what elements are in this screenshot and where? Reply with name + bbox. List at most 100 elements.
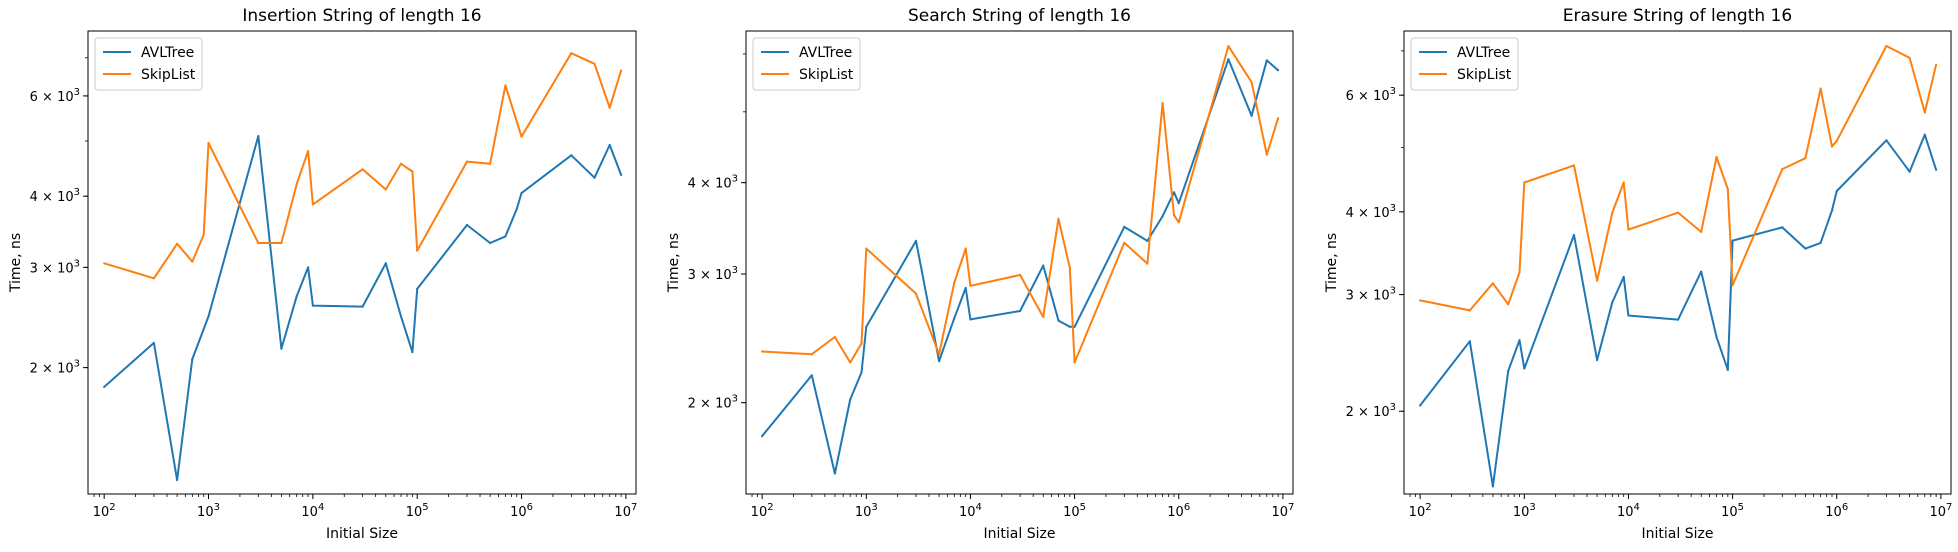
data-point-skiplist xyxy=(608,106,611,109)
data-point-avltree xyxy=(1781,226,1784,229)
data-point-avltree xyxy=(1073,325,1076,328)
data-point-avltree xyxy=(1172,191,1176,194)
data-point-skiplist xyxy=(1057,217,1060,220)
data-point-avltree xyxy=(311,304,314,307)
data-point-skiplist xyxy=(1627,228,1630,231)
data-point-avltree xyxy=(520,192,523,195)
legend-label-avltree: AVLTree xyxy=(141,45,194,61)
data-point-skiplist xyxy=(1731,284,1734,287)
chart-title: Insertion String of length 16 xyxy=(242,6,481,26)
data-point-avltree xyxy=(295,295,298,298)
data-point-avltree xyxy=(257,135,260,138)
x-tick-label: 104 xyxy=(301,502,324,520)
y-tick-label: 4 × 103 xyxy=(688,174,738,192)
data-point-avltree xyxy=(1835,189,1838,193)
data-point-skiplist xyxy=(1277,117,1280,120)
data-point-avltree xyxy=(1715,335,1718,338)
x-tick-label: 105 xyxy=(1063,502,1086,520)
data-point-avltree xyxy=(1507,369,1510,373)
data-point-avltree xyxy=(1804,247,1807,250)
data-point-skiplist xyxy=(1572,164,1576,167)
data-point-avltree xyxy=(1177,202,1180,205)
x-tick-label: 107 xyxy=(1929,502,1952,520)
data-point-skiplist xyxy=(207,141,210,145)
data-point-avltree xyxy=(207,315,210,318)
data-point-skiplist xyxy=(176,242,179,245)
data-point-skiplist xyxy=(465,160,469,163)
data-point-avltree xyxy=(1042,264,1045,267)
data-point-skiplist xyxy=(1507,303,1510,306)
data-point-skiplist xyxy=(1123,241,1126,244)
x-tick-label: 105 xyxy=(406,502,429,520)
x-tick-label: 103 xyxy=(197,502,220,520)
series-line-avltree xyxy=(103,135,623,481)
data-point-avltree xyxy=(1935,168,1938,171)
data-point-avltree xyxy=(399,315,403,318)
data-point-skiplist xyxy=(504,84,507,87)
x-tick-label: 103 xyxy=(855,502,878,520)
data-point-avltree xyxy=(608,143,611,147)
data-point-avltree xyxy=(152,341,155,344)
data-point-avltree xyxy=(1419,404,1422,407)
data-point-avltree xyxy=(1908,170,1911,173)
data-point-skiplist xyxy=(1491,282,1494,285)
data-point-skiplist xyxy=(1468,309,1471,312)
data-point-skiplist xyxy=(1935,63,1938,66)
data-point-skiplist xyxy=(152,277,155,280)
chart-title: Erasure String of length 16 xyxy=(1563,6,1792,26)
data-point-skiplist xyxy=(1419,299,1422,302)
chart-title: Search String of length 16 xyxy=(908,6,1131,26)
data-point-avltree xyxy=(1677,318,1680,321)
subplot-3: 102 103 104 105 106 107 2 × 103 3 × 103 4 × 103 6… xyxy=(1324,6,1952,542)
series-line-skiplist xyxy=(762,45,1280,364)
data-point-avltree xyxy=(361,305,364,308)
data-point-skiplist xyxy=(570,52,573,55)
legend: AVLTree SkipList xyxy=(94,37,203,91)
data-point-avltree xyxy=(1518,339,1521,342)
y-tick-label: 4 × 103 xyxy=(30,187,80,205)
data-point-skiplist xyxy=(399,162,403,165)
data-point-skiplist xyxy=(1726,187,1729,191)
series-line-avltree xyxy=(761,58,1279,475)
data-point-avltree xyxy=(953,317,956,320)
y-tick-label: 4 × 103 xyxy=(1346,203,1396,221)
x-axis-label: Initial Size xyxy=(1642,526,1714,542)
legend-label-skiplist: SkipList xyxy=(141,67,196,83)
data-point-avltree xyxy=(810,374,813,377)
data-point-avltree xyxy=(969,318,972,321)
data-point-skiplist xyxy=(1611,211,1614,214)
y-tick-label: 3 × 103 xyxy=(1346,286,1396,304)
data-point-skiplist xyxy=(1804,157,1807,160)
plot-frame xyxy=(1403,30,1952,495)
data-point-skiplist xyxy=(311,203,314,206)
data-point-avltree xyxy=(1057,319,1060,322)
y-axis-label: Time, ns xyxy=(666,233,682,293)
data-point-avltree xyxy=(938,360,941,363)
data-point-avltree xyxy=(280,347,283,350)
x-axis-label: Initial Size xyxy=(326,526,398,542)
data-point-avltree xyxy=(504,235,507,238)
data-point-skiplist xyxy=(761,350,764,353)
data-point-skiplist xyxy=(1177,221,1180,224)
data-point-avltree xyxy=(1265,59,1268,62)
data-point-skiplist xyxy=(1835,139,1838,142)
data-point-avltree xyxy=(1161,215,1164,218)
x-tick-label: 103 xyxy=(1513,502,1536,520)
data-point-skiplist xyxy=(1622,181,1625,184)
data-point-skiplist xyxy=(914,292,918,295)
data-point-avltree xyxy=(191,358,194,361)
data-point-avltree xyxy=(416,287,419,290)
data-point-skiplist xyxy=(1250,81,1253,84)
data-point-avltree xyxy=(1019,309,1022,313)
y-tick-label: 3 × 103 xyxy=(688,265,738,283)
data-point-skiplist xyxy=(103,262,106,265)
data-point-skiplist xyxy=(938,353,941,356)
data-point-avltree xyxy=(1523,367,1526,370)
data-point-skiplist xyxy=(1819,87,1822,90)
data-point-skiplist xyxy=(1161,102,1164,105)
data-point-skiplist xyxy=(1596,279,1599,282)
y-tick-label: 3 × 103 xyxy=(30,258,80,276)
data-point-avltree xyxy=(1830,209,1834,212)
data-point-avltree xyxy=(1622,275,1625,278)
